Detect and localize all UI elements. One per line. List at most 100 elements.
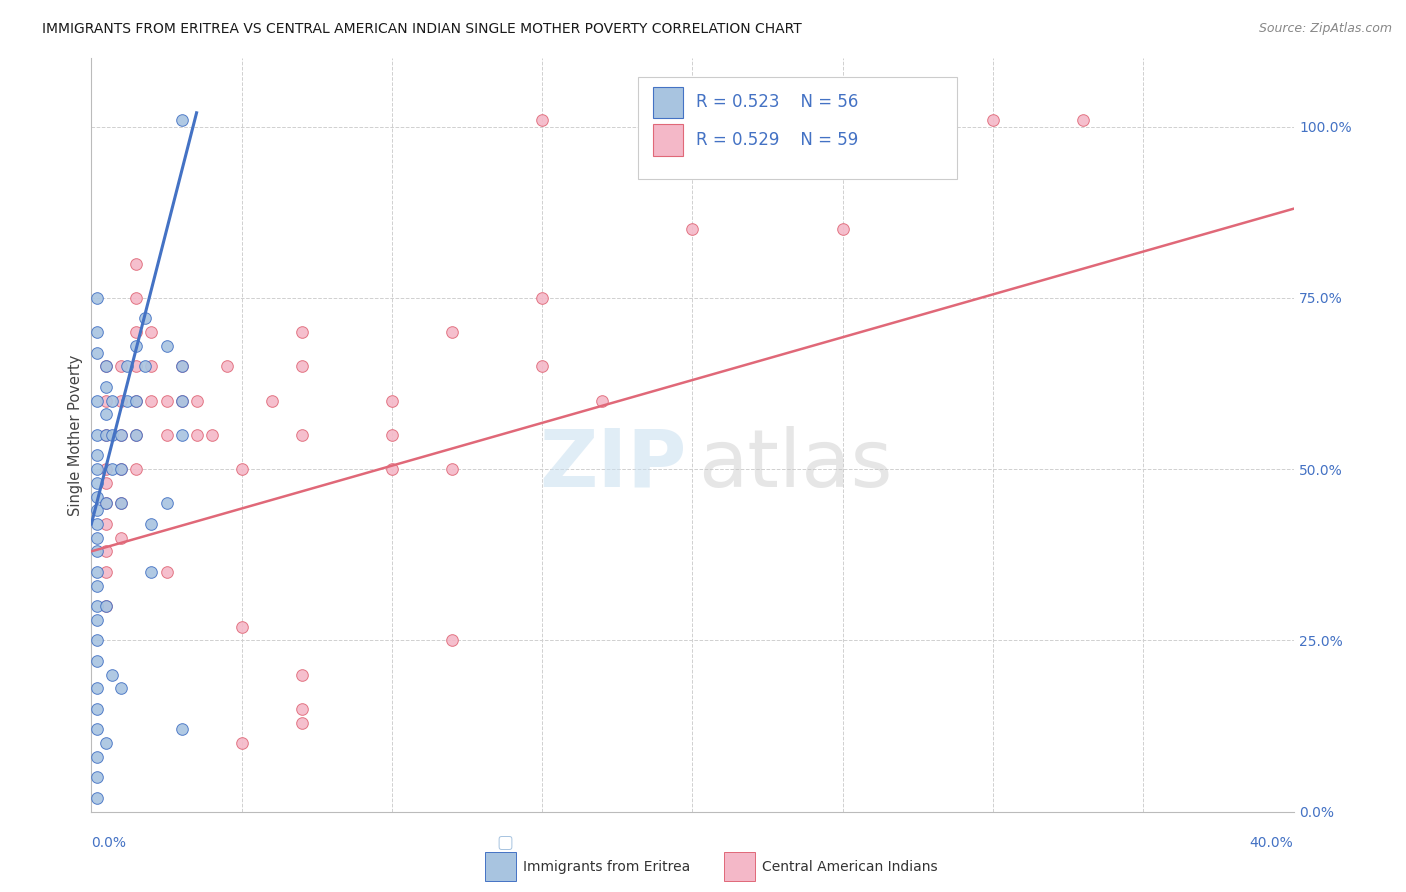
Point [96,428,118,442]
Point [125,462,148,476]
Point [531,359,554,374]
Point [110,428,132,442]
Point [86,633,108,648]
Point [86,325,108,339]
Point [96,736,118,750]
Point [125,359,148,374]
Point [155,428,177,442]
Point [86,475,108,490]
Point [86,750,108,764]
Point [96,407,118,421]
Point [86,345,108,359]
Point [96,462,118,476]
Point [231,620,253,634]
Point [110,462,132,476]
Text: 0.0%: 0.0% [91,836,127,850]
Text: atlas: atlas [699,426,893,504]
Point [155,339,177,353]
Text: Central American Indians: Central American Indians [762,860,938,874]
Point [96,359,118,374]
Bar [652,87,683,119]
Point [441,633,464,648]
Point [86,702,108,716]
Point [86,771,108,785]
Point [531,112,554,127]
Point [125,393,148,408]
Point [86,462,108,476]
Point [125,325,148,339]
Point [96,496,118,510]
Point [141,359,163,374]
Point [155,496,177,510]
Point [110,496,132,510]
Point [86,654,108,668]
Point [441,325,464,339]
Point [831,222,853,236]
Point [86,613,108,627]
Point [86,490,108,504]
Bar [652,124,683,156]
Point [117,359,139,374]
Point [215,359,238,374]
Point [141,516,163,531]
Point [186,428,208,442]
Point [531,291,554,305]
Point [381,393,404,408]
Point [96,359,118,374]
Point [155,565,177,579]
Point [125,428,148,442]
Point [86,393,108,408]
Point [291,702,314,716]
Point [170,393,193,408]
Point [86,599,108,614]
Text: R = 0.529    N = 59: R = 0.529 N = 59 [696,131,858,149]
Point [110,359,132,374]
Point [86,428,108,442]
Point [96,475,118,490]
Point [201,428,224,442]
Point [381,462,404,476]
Point [96,393,118,408]
Point [591,393,613,408]
Point [134,359,156,374]
Point [441,462,464,476]
Point [96,599,118,614]
Text: ▢: ▢ [496,834,513,852]
Point [86,565,108,579]
Point [186,393,208,408]
Point [117,393,139,408]
Text: ZIP: ZIP [538,426,686,504]
Point [981,112,1004,127]
Text: Immigrants from Eritrea: Immigrants from Eritrea [523,860,690,874]
Point [96,565,118,579]
Point [86,503,108,517]
Point [1071,112,1094,127]
Point [170,393,193,408]
Point [231,736,253,750]
Point [155,393,177,408]
Point [86,516,108,531]
Point [86,449,108,463]
Point [96,544,118,558]
Point [170,428,193,442]
Point [96,599,118,614]
Text: IMMIGRANTS FROM ERITREA VS CENTRAL AMERICAN INDIAN SINGLE MOTHER POVERTY CORRELA: IMMIGRANTS FROM ERITREA VS CENTRAL AMERI… [42,22,801,37]
Point [110,428,132,442]
Text: Source: ZipAtlas.com: Source: ZipAtlas.com [1258,22,1392,36]
Point [101,667,124,681]
Point [141,565,163,579]
Point [96,496,118,510]
Point [110,681,132,696]
Text: R = 0.523    N = 56: R = 0.523 N = 56 [696,94,859,112]
Point [101,462,124,476]
Point [291,428,314,442]
Point [141,393,163,408]
Point [101,393,124,408]
Point [291,325,314,339]
Point [134,311,156,326]
Text: 40.0%: 40.0% [1250,836,1294,850]
Point [125,428,148,442]
Point [291,359,314,374]
Y-axis label: Single Mother Poverty: Single Mother Poverty [67,354,83,516]
Point [110,462,132,476]
